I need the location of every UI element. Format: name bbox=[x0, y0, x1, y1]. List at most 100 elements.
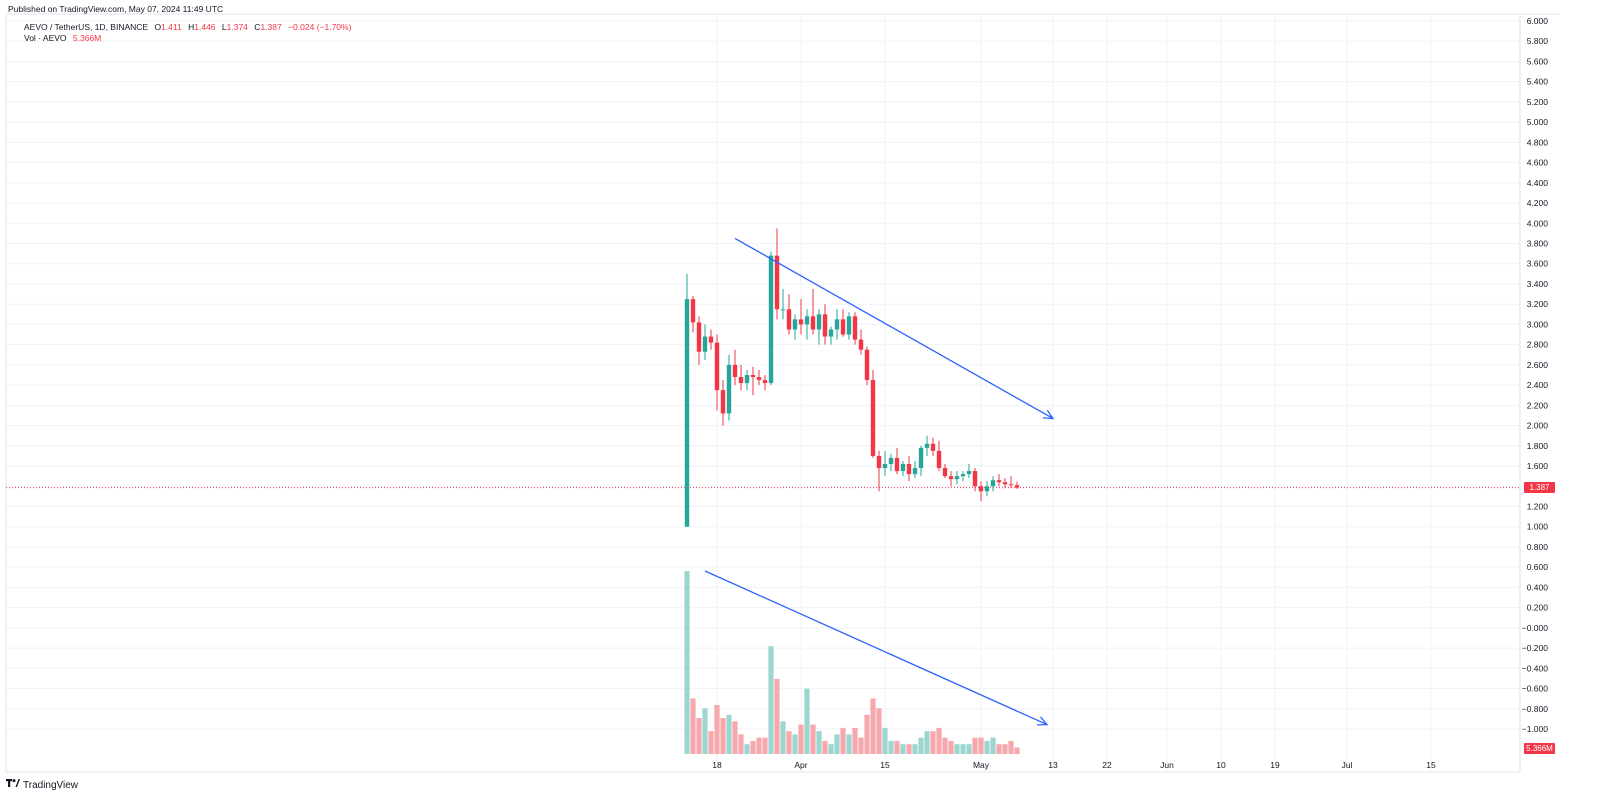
time-tick-label: Jul bbox=[1342, 760, 1353, 770]
published-note: Published on TradingView.com, May 07, 20… bbox=[8, 4, 224, 14]
volume-bar bbox=[846, 734, 852, 754]
low-label: L bbox=[221, 22, 227, 32]
price-axis[interactable]: 6.000 5.800 5.600 5.400 5.200 5.000 4.800 4.600… bbox=[1522, 16, 1549, 734]
price-tick-label: 3.200 bbox=[1527, 299, 1549, 309]
volume-bar bbox=[750, 740, 756, 754]
candle-body bbox=[684, 299, 690, 527]
candle-body bbox=[894, 457, 900, 472]
price-tick-label: 3.600 bbox=[1527, 259, 1549, 269]
last-volume-tag: 5.366M bbox=[1524, 743, 1555, 754]
grid-lines bbox=[5, 13, 1560, 773]
candle-body bbox=[1008, 484, 1014, 486]
candle-body bbox=[786, 309, 792, 330]
price-tick-label: 5.000 bbox=[1527, 117, 1549, 127]
time-tick-label: 15 bbox=[880, 760, 890, 770]
volume-bar bbox=[810, 724, 816, 754]
volume-bar bbox=[864, 714, 870, 754]
candle-body bbox=[876, 455, 882, 469]
candle-body bbox=[828, 329, 834, 337]
candle-body bbox=[930, 443, 936, 451]
volume-bars bbox=[684, 571, 1020, 754]
candle-body bbox=[744, 375, 750, 384]
volume-bar bbox=[912, 744, 918, 754]
candle-body bbox=[756, 377, 762, 381]
trendlines[interactable] bbox=[704, 237, 1055, 726]
volume-bar bbox=[690, 698, 696, 754]
candle-body bbox=[696, 322, 702, 352]
price-trendline bbox=[734, 237, 1054, 420]
volume-bar bbox=[990, 737, 996, 754]
time-tick-label: 13 bbox=[1048, 760, 1058, 770]
time-tick-label: Jun bbox=[1160, 760, 1174, 770]
volume-bar bbox=[762, 737, 768, 754]
volume-bar bbox=[924, 731, 930, 754]
tradingview-brand[interactable]: TradingView bbox=[6, 779, 78, 791]
symbol-legend[interactable]: AEVO / TetherUS, 1D, BINANCE O1.411 H1.4… bbox=[24, 22, 351, 33]
volume-bar bbox=[720, 718, 726, 754]
volume-bar bbox=[798, 724, 804, 754]
price-tick-label: 4.800 bbox=[1527, 137, 1549, 147]
volume-bar bbox=[834, 734, 840, 754]
candle-body bbox=[966, 471, 972, 475]
price-tick-label: 3.000 bbox=[1527, 319, 1549, 329]
tradingview-logo-icon bbox=[6, 779, 20, 791]
candle-body bbox=[834, 319, 840, 330]
volume-bar bbox=[840, 727, 846, 754]
price-tick-label: 4.600 bbox=[1527, 158, 1549, 168]
price-tick-label: 2.000 bbox=[1527, 421, 1549, 431]
candle-body bbox=[960, 474, 966, 477]
candle-body bbox=[852, 316, 858, 340]
candle-body bbox=[798, 319, 804, 325]
brand-name: TradingView bbox=[23, 779, 79, 791]
close-value: 1.387 bbox=[260, 22, 282, 32]
volume-bar bbox=[894, 740, 900, 754]
volume-legend[interactable]: Vol · AEVO 5.366M bbox=[24, 33, 351, 44]
volume-label: Vol · AEVO bbox=[24, 33, 67, 43]
volume-bar bbox=[882, 727, 888, 754]
candle-body bbox=[912, 468, 918, 475]
candle-body bbox=[846, 316, 852, 335]
price-tick-label: 2.800 bbox=[1527, 340, 1549, 350]
candle-body bbox=[690, 299, 696, 323]
candle-body bbox=[768, 255, 774, 384]
candle-body bbox=[822, 314, 828, 337]
price-tick-label: 0.600 bbox=[1527, 562, 1549, 572]
volume-bar bbox=[960, 744, 966, 754]
price-tick-label: 5.600 bbox=[1527, 56, 1549, 66]
candle-body bbox=[978, 486, 984, 492]
candle-body bbox=[990, 480, 996, 487]
candle-body bbox=[900, 464, 906, 472]
candle-body bbox=[984, 486, 990, 492]
price-tick-label: 5.800 bbox=[1527, 36, 1549, 46]
candle-body bbox=[972, 471, 978, 487]
price-tick-label: 2.400 bbox=[1527, 380, 1549, 390]
volume-bar bbox=[696, 718, 702, 754]
candle-body bbox=[948, 476, 954, 480]
volume-bar bbox=[768, 646, 774, 754]
volume-bar bbox=[984, 740, 990, 754]
time-axis[interactable]: 18 Apr 15 May 13 22 Jun 10 19 Jul 15 bbox=[712, 760, 1436, 770]
price-tick-label: 2.600 bbox=[1527, 360, 1549, 370]
volume-bar bbox=[822, 740, 828, 754]
price-tick-label: 5.400 bbox=[1527, 77, 1549, 87]
volume-trendline bbox=[704, 570, 1048, 726]
volume-bar bbox=[954, 744, 960, 754]
volume-bar bbox=[732, 721, 738, 754]
open-value: 1.411 bbox=[161, 22, 182, 32]
candle-body bbox=[1002, 482, 1008, 485]
symbol-name[interactable]: AEVO / TetherUS, 1D, BINANCE bbox=[24, 22, 149, 32]
time-tick-label: 10 bbox=[1216, 760, 1226, 770]
price-tick-label: 1.600 bbox=[1527, 461, 1549, 471]
volume-bar bbox=[906, 744, 912, 754]
candle-body bbox=[816, 314, 822, 330]
candle-body bbox=[864, 349, 870, 381]
volume-bar bbox=[1014, 747, 1020, 754]
high-label: H bbox=[188, 22, 195, 32]
time-tick-label: Apr bbox=[794, 760, 807, 770]
price-tick-label: 3.800 bbox=[1527, 239, 1549, 249]
open-label: O bbox=[154, 22, 162, 32]
price-tick-label: 4.000 bbox=[1527, 218, 1549, 228]
candle-body bbox=[888, 457, 894, 465]
volume-bar bbox=[708, 731, 714, 754]
